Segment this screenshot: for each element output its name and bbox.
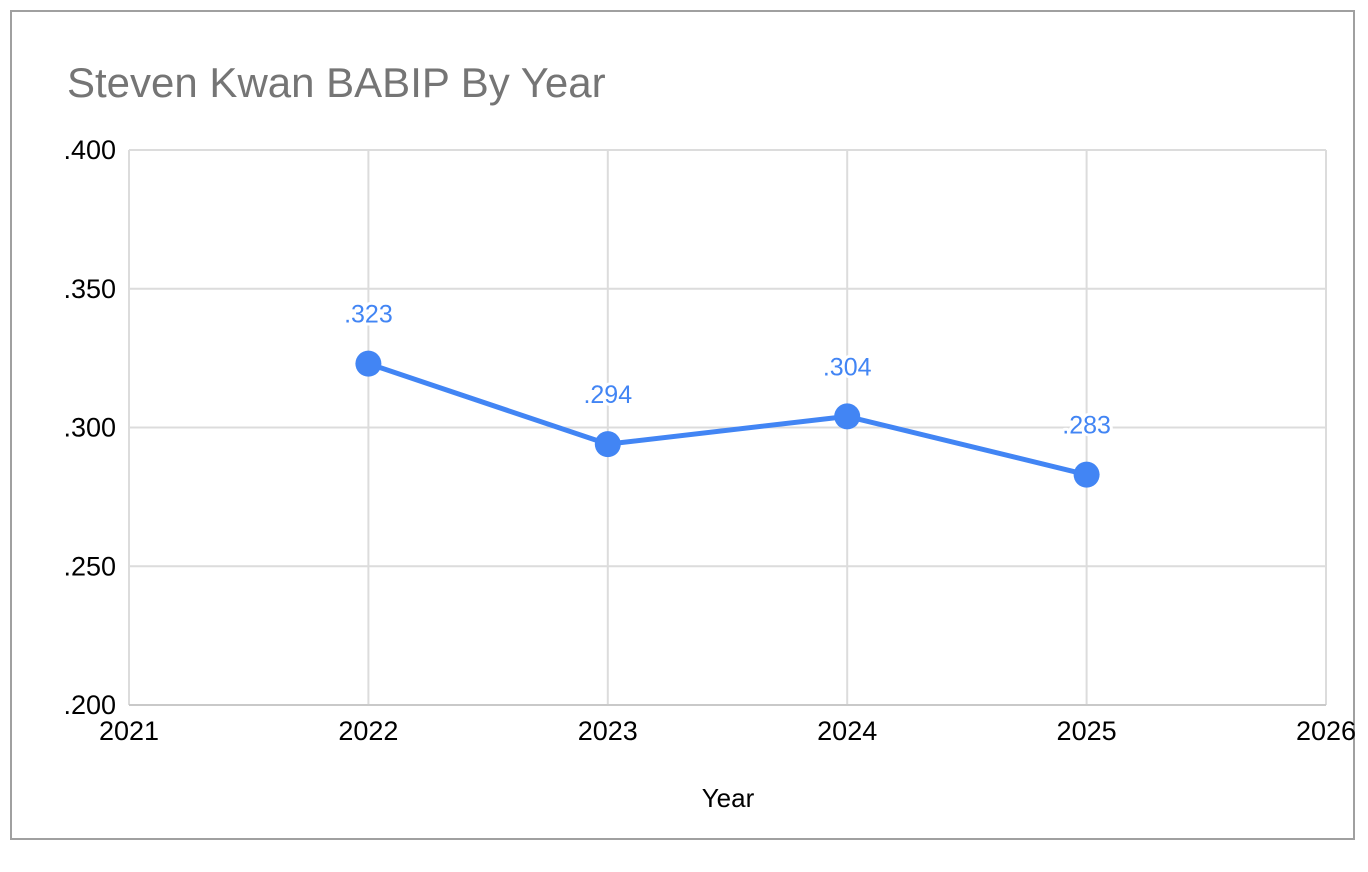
x-tick-label: 2026 (1296, 716, 1356, 746)
data-point-label: .283 (1062, 412, 1111, 440)
x-tick-label: 2025 (1057, 716, 1117, 746)
x-axis-title: Year (701, 783, 755, 813)
data-point-label: .294 (583, 381, 632, 409)
y-tick-label: .200 (63, 690, 116, 720)
chart-title: Steven Kwan BABIP By Year (67, 59, 606, 106)
y-tick-label: .300 (63, 413, 116, 443)
data-point (594, 431, 621, 458)
series-line (367, 361, 1088, 478)
data-point (834, 403, 861, 430)
y-tick-label: .250 (63, 551, 116, 581)
x-tick-label: 2023 (578, 716, 638, 746)
data-point (1073, 461, 1100, 488)
x-tick-label: 2021 (99, 716, 159, 746)
data-point (355, 350, 382, 377)
y-tick-label: .400 (63, 135, 116, 165)
x-tick-label: 2022 (338, 716, 398, 746)
y-tick-label: .350 (63, 274, 116, 304)
plot-area: .200 .250 .300 .350 .400 2021 2022 2023 2024 2025… (63, 135, 1356, 746)
data-point-label: .304 (823, 353, 872, 381)
chart-frame: Steven Kwan BABIP By Year .200 .250 .300 .3… (10, 10, 1356, 840)
data-point-label: .323 (344, 301, 393, 329)
x-tick-label: 2024 (817, 716, 877, 746)
